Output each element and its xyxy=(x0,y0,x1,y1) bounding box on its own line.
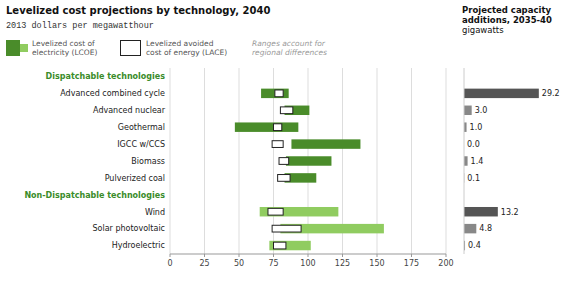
lace-box xyxy=(278,175,290,182)
axis-line xyxy=(170,254,446,255)
legend-label: Levelized avoidedcost of energy (LACE) xyxy=(146,39,227,57)
lcoe-bar xyxy=(261,89,289,98)
subtitle: 2013 dollars per megawatthour xyxy=(6,21,154,31)
category-label: Advanced combined cycle xyxy=(60,89,165,98)
category-label: Geothermal xyxy=(118,123,165,132)
data-label: 3.0 xyxy=(475,106,488,115)
tick-label: 100 xyxy=(300,259,315,268)
x-axis: 0 25 50 75 100 125 150 175 200 xyxy=(167,68,453,268)
tick-label: 175 xyxy=(404,259,419,268)
text-line: electricity (LCOE) xyxy=(32,48,97,57)
legend: Levelized cost ofelectricity (LCOE)Level… xyxy=(6,39,227,57)
category-label: Wind xyxy=(145,208,165,217)
tick-label: 200 xyxy=(438,259,453,268)
data-label: 1.0 xyxy=(470,123,483,132)
tick-label: 25 xyxy=(199,259,209,268)
panel-title: Projected capacityadditions, 2035-40 xyxy=(462,5,552,25)
capacity-bar xyxy=(464,207,498,216)
text-line: 2013 dollars per megawatthour xyxy=(6,21,154,31)
lace-box xyxy=(274,124,282,131)
lcoe-bar xyxy=(286,156,332,165)
lace-box xyxy=(274,242,286,249)
section-label: Non-Dispatchable technologies xyxy=(24,191,165,200)
grid-line xyxy=(170,68,171,254)
lcoe-bar xyxy=(235,122,298,131)
text-line: additions, 2035-40 xyxy=(462,15,552,25)
capacity-bar xyxy=(464,224,476,233)
lace-box xyxy=(275,90,283,97)
text-line: gigawatts xyxy=(462,25,504,35)
legend-swatch xyxy=(121,41,141,56)
lace-box xyxy=(279,158,289,165)
capacity-bar xyxy=(464,89,539,98)
legend-label: Levelized cost ofelectricity (LCOE) xyxy=(32,39,97,57)
grid-line xyxy=(411,68,412,254)
text-line: regional differences xyxy=(252,48,327,57)
category-label: IGCC w/CCS xyxy=(117,140,165,149)
category-label: Pulverized coal xyxy=(105,174,165,183)
data-label: 0.1 xyxy=(467,174,480,183)
grid-line xyxy=(204,68,205,254)
data-label: 29.2 xyxy=(542,89,560,98)
category-label: Biomass xyxy=(131,157,165,166)
chart: Levelized cost projections by technology… xyxy=(0,0,574,288)
text-line: Projected capacity xyxy=(462,5,551,15)
category-label: Hydroelectric xyxy=(112,241,165,250)
category-label: Advanced nuclear xyxy=(93,106,166,115)
capacity-bar xyxy=(464,106,472,115)
text-line: Levelized avoided xyxy=(146,39,214,48)
lcoe-bar xyxy=(291,139,360,148)
tick-label: 125 xyxy=(335,259,350,268)
text-line: Ranges account for xyxy=(252,39,326,48)
marks xyxy=(235,89,384,251)
tick-label: 150 xyxy=(369,259,384,268)
text-line: Levelized cost projections by technology… xyxy=(6,5,270,16)
panel-subtitle: gigawatts xyxy=(462,25,504,35)
lcoe-bar xyxy=(269,241,310,250)
lace-box xyxy=(272,141,283,148)
data-label: 0.4 xyxy=(468,241,481,250)
title: Levelized cost projections by technology… xyxy=(6,5,270,16)
data-label: 0.0 xyxy=(467,140,480,149)
note: Ranges account forregional differences xyxy=(252,39,327,57)
tick-label: 75 xyxy=(268,259,278,268)
data-label: 13.2 xyxy=(501,208,519,217)
capacity-marks xyxy=(464,89,539,251)
tick-label: 50 xyxy=(234,259,244,268)
lcoe-bar xyxy=(260,207,339,216)
grid-line xyxy=(239,68,240,254)
tick-label: 0 xyxy=(167,259,172,268)
grid-line xyxy=(446,68,447,254)
lace-box xyxy=(272,225,301,232)
legend-swatch xyxy=(6,40,20,56)
lace-box xyxy=(280,107,292,114)
text-line: Levelized cost of xyxy=(32,39,95,48)
capacity-bar xyxy=(464,156,468,165)
lace-box xyxy=(268,208,283,215)
legend-swatch xyxy=(20,44,28,52)
data-label: 4.8 xyxy=(479,224,492,233)
data-label: 1.4 xyxy=(471,157,484,166)
category-label: Solar photovoltaic xyxy=(92,224,165,233)
baseline xyxy=(464,68,465,254)
text-line: cost of energy (LACE) xyxy=(146,48,227,57)
section-label: Dispatchable technologies xyxy=(46,72,166,81)
